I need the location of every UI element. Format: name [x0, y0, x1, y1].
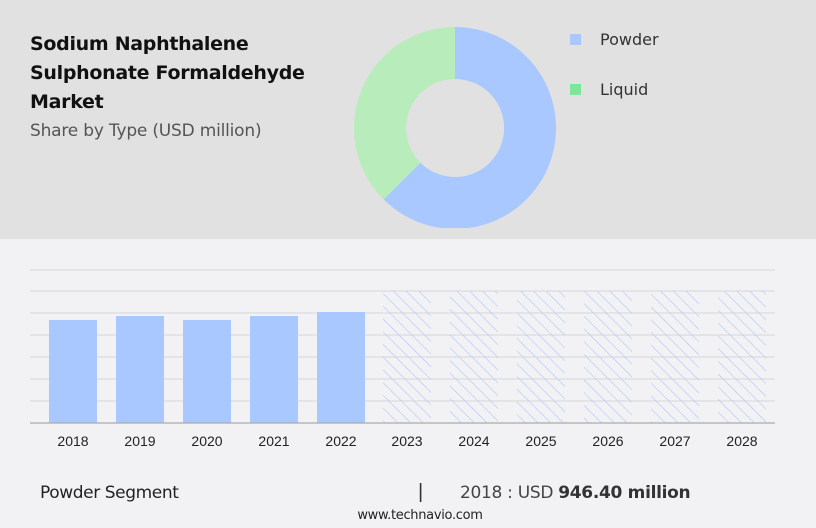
- chart-subtitle: Share by Type (USD million): [30, 121, 262, 141]
- segment-value: 2018 : USD 946.40 million: [460, 483, 691, 503]
- x-tick-label: 2021: [258, 433, 290, 449]
- legend-label: Powder: [600, 29, 659, 49]
- segment-amount: 946.40 million: [558, 483, 691, 503]
- x-tick-label: 2020: [191, 433, 223, 449]
- source-url: www.technavio.com: [357, 508, 483, 523]
- x-tick-label: 2024: [458, 433, 490, 449]
- donut-crop-mask: [340, 228, 580, 239]
- bar-2026: [584, 291, 632, 423]
- bar-2020: [183, 320, 231, 423]
- segment-year: 2018 : USD: [460, 483, 559, 503]
- donut-chart: [354, 27, 557, 229]
- bar-2023: [383, 291, 431, 423]
- bar-2028: [718, 291, 766, 423]
- legend-label: Liquid: [600, 79, 649, 99]
- bar-2022: [317, 312, 365, 423]
- legend-item-liquid: Liquid: [570, 64, 659, 114]
- x-tick-label: 2025: [525, 433, 557, 449]
- bar-2018: [49, 320, 97, 423]
- x-tick-label: 2022: [325, 433, 357, 449]
- x-tick-label: 2019: [124, 433, 156, 449]
- x-tick-label: 2023: [391, 433, 423, 449]
- chart-legend: Powder Liquid: [570, 14, 659, 114]
- donut-slice-powder: [383, 27, 557, 229]
- bar-2027: [651, 291, 699, 423]
- bar-2025: [517, 291, 565, 423]
- x-tick-label: 2028: [726, 433, 758, 449]
- legend-swatch-liquid: [570, 83, 581, 95]
- bar-2024: [450, 291, 498, 423]
- page-title: Sodium Naphthalene Sulphonate Formaldehy…: [30, 33, 305, 113]
- forecast-bars: [383, 291, 766, 423]
- bar-2021: [250, 316, 298, 423]
- footer-separator: |: [418, 481, 424, 503]
- bar-chart: [30, 269, 775, 424]
- x-tick-label: 2018: [57, 433, 89, 449]
- segment-label: Powder Segment: [40, 483, 179, 503]
- x-tick-label: 2027: [659, 433, 691, 449]
- legend-item-powder: Powder: [570, 14, 659, 64]
- bar-2019: [116, 316, 164, 423]
- legend-swatch-powder: [570, 33, 581, 45]
- x-tick-label: 2026: [592, 433, 624, 449]
- bars: [49, 312, 365, 423]
- donut-slice-liquid: [354, 27, 455, 200]
